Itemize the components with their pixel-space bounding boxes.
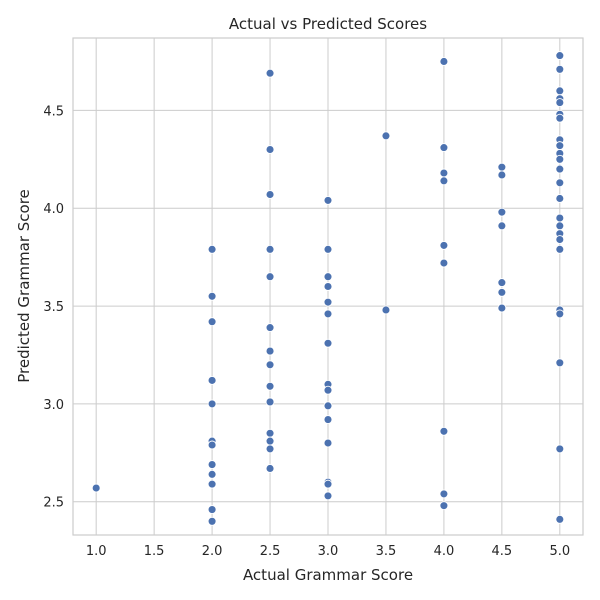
data-point <box>381 131 391 141</box>
data-point <box>323 338 333 348</box>
data-point <box>207 291 217 301</box>
x-tick-label: 2.5 <box>260 544 281 559</box>
x-axis-label: Actual Grammar Score <box>243 566 413 584</box>
x-tick-label: 1.5 <box>144 544 165 559</box>
data-point <box>497 162 507 172</box>
x-tick-label: 3.5 <box>376 544 397 559</box>
data-point <box>555 113 565 123</box>
data-point <box>265 428 275 438</box>
x-tick-label: 1.0 <box>86 544 107 559</box>
data-point <box>555 358 565 368</box>
data-point <box>265 360 275 370</box>
y-tick-label: 3.0 <box>43 398 64 413</box>
data-point <box>207 505 217 515</box>
y-axis-label: Predicted Grammar Score <box>15 189 33 383</box>
data-point <box>439 489 449 499</box>
data-point <box>323 415 333 425</box>
data-point <box>555 213 565 223</box>
data-point <box>265 244 275 254</box>
data-point <box>555 86 565 96</box>
data-point <box>497 278 507 288</box>
data-point <box>439 176 449 186</box>
data-point <box>265 464 275 473</box>
data-point <box>439 258 449 268</box>
data-point <box>555 235 565 244</box>
y-tick-label: 2.5 <box>43 496 64 511</box>
data-point <box>265 190 275 199</box>
data-point <box>323 309 333 319</box>
data-point <box>265 323 275 333</box>
data-point <box>323 401 333 411</box>
y-tick-labels: 2.5 3.0 3.5 4.0 4.5 <box>43 104 64 510</box>
data-point <box>265 436 275 446</box>
y-tick-label: 3.5 <box>43 300 64 315</box>
data-point <box>323 282 333 291</box>
x-tick-label: 4.5 <box>492 544 513 559</box>
data-point <box>265 145 275 154</box>
data-point <box>555 514 565 524</box>
data-point <box>497 287 507 297</box>
data-point <box>207 516 217 526</box>
data-point <box>555 64 565 74</box>
data-point <box>439 143 449 153</box>
data-point <box>439 426 449 436</box>
data-point <box>555 98 565 108</box>
data-point <box>207 460 217 470</box>
data-point <box>555 154 565 164</box>
y-tick-label: 4.5 <box>43 104 64 119</box>
data-point <box>207 440 217 450</box>
data-point <box>265 381 275 391</box>
data-point <box>91 483 101 493</box>
data-point <box>265 346 275 356</box>
chart-title: Actual vs Predicted Scores <box>229 15 427 33</box>
data-point <box>439 57 449 66</box>
x-tick-label: 4.0 <box>434 544 455 559</box>
data-point <box>207 317 217 327</box>
data-point <box>323 272 333 282</box>
x-tick-label: 2.0 <box>202 544 223 559</box>
data-point <box>265 272 275 282</box>
data-point <box>555 309 565 319</box>
data-point <box>555 141 565 151</box>
data-point <box>555 221 565 231</box>
data-point <box>265 397 275 407</box>
y-tick-label: 4.0 <box>43 202 64 217</box>
data-point <box>323 297 333 307</box>
data-point <box>323 385 333 395</box>
data-point <box>555 244 565 254</box>
data-point <box>555 164 565 174</box>
data-point <box>207 375 217 385</box>
data-point <box>323 491 333 501</box>
data-point <box>555 51 565 61</box>
data-point <box>439 240 449 250</box>
data-point <box>497 170 507 180</box>
data-points <box>91 51 565 526</box>
data-point <box>555 178 565 188</box>
data-point <box>497 207 507 217</box>
data-point <box>381 305 391 315</box>
data-point <box>439 168 449 178</box>
x-tick-label: 3.0 <box>318 544 339 559</box>
data-point <box>497 221 507 231</box>
data-point <box>555 193 565 203</box>
data-point <box>323 479 333 489</box>
data-point <box>265 68 275 78</box>
data-point <box>439 501 449 511</box>
x-tick-label: 5.0 <box>549 544 570 559</box>
plot-frame <box>72 37 584 536</box>
data-point <box>323 438 333 448</box>
data-point <box>323 244 333 254</box>
data-point <box>207 244 217 254</box>
data-point <box>323 195 333 205</box>
data-point <box>207 399 217 409</box>
data-point <box>555 444 565 454</box>
data-point <box>207 479 217 489</box>
data-point <box>265 444 275 454</box>
data-point <box>497 303 507 313</box>
data-point <box>207 469 217 479</box>
x-tick-labels: 1.0 1.5 2.0 2.5 3.0 3.5 4.0 4.5 5.0 <box>86 544 570 559</box>
